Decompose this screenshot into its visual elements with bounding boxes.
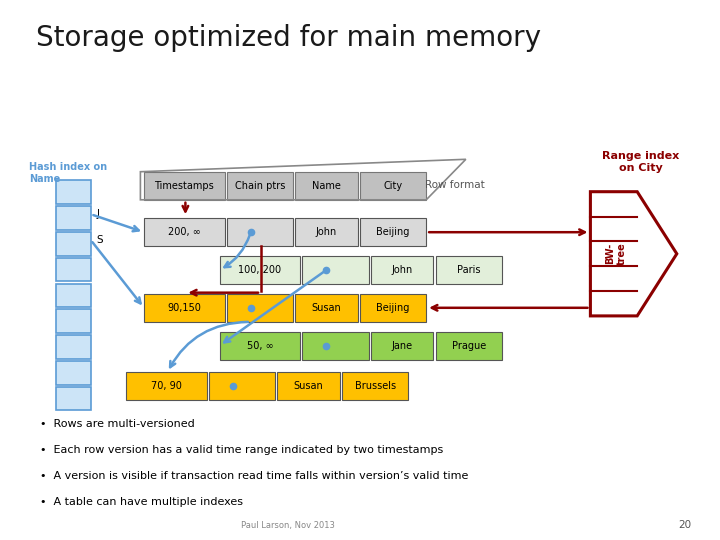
Text: City: City	[384, 181, 402, 191]
FancyBboxPatch shape	[227, 218, 293, 246]
FancyBboxPatch shape	[220, 256, 300, 284]
Text: S: S	[96, 235, 103, 245]
Text: 50, ∞: 50, ∞	[246, 341, 274, 350]
Text: Range index
on City: Range index on City	[602, 151, 680, 173]
FancyBboxPatch shape	[144, 218, 225, 246]
Text: Paris: Paris	[457, 265, 480, 275]
FancyBboxPatch shape	[302, 256, 369, 284]
FancyBboxPatch shape	[342, 372, 408, 400]
Polygon shape	[590, 192, 677, 316]
FancyBboxPatch shape	[56, 387, 91, 410]
Text: Beijing: Beijing	[377, 227, 410, 237]
FancyBboxPatch shape	[56, 206, 91, 230]
FancyBboxPatch shape	[371, 332, 433, 360]
Text: 200, ∞: 200, ∞	[168, 227, 201, 237]
Text: Beijing: Beijing	[377, 303, 410, 313]
FancyBboxPatch shape	[56, 232, 91, 255]
FancyBboxPatch shape	[56, 361, 91, 384]
Text: Chain ptrs: Chain ptrs	[235, 181, 285, 191]
FancyBboxPatch shape	[56, 309, 91, 333]
FancyBboxPatch shape	[436, 332, 502, 360]
FancyBboxPatch shape	[56, 284, 91, 307]
FancyBboxPatch shape	[144, 172, 225, 200]
FancyBboxPatch shape	[56, 258, 91, 281]
FancyBboxPatch shape	[295, 218, 358, 246]
Text: •  Each row version has a valid time range indicated by two timestamps: • Each row version has a valid time rang…	[40, 445, 443, 455]
Text: John: John	[316, 227, 337, 237]
Text: Jane: Jane	[392, 341, 413, 350]
FancyBboxPatch shape	[227, 294, 293, 322]
FancyBboxPatch shape	[56, 180, 91, 204]
FancyBboxPatch shape	[371, 256, 433, 284]
Text: Susan: Susan	[312, 303, 341, 313]
Text: Storage optimized for main memory: Storage optimized for main memory	[36, 24, 541, 52]
Text: Hash index on
Name: Hash index on Name	[29, 162, 107, 184]
Text: Row format: Row format	[425, 180, 485, 190]
Text: •  Rows are multi-versioned: • Rows are multi-versioned	[40, 419, 194, 429]
Text: 90,150: 90,150	[167, 303, 202, 313]
Text: BW-
tree: BW- tree	[606, 242, 627, 265]
FancyBboxPatch shape	[227, 172, 293, 200]
Text: 100, 200: 100, 200	[238, 265, 282, 275]
Text: 70, 90: 70, 90	[151, 381, 181, 391]
FancyBboxPatch shape	[295, 294, 358, 322]
FancyBboxPatch shape	[220, 332, 300, 360]
FancyBboxPatch shape	[360, 172, 426, 200]
Text: Paul Larson, Nov 2013: Paul Larson, Nov 2013	[241, 521, 335, 530]
FancyBboxPatch shape	[360, 294, 426, 322]
Text: 20: 20	[678, 520, 691, 530]
Text: •  A version is visible if transaction read time falls within version’s valid ti: • A version is visible if transaction re…	[40, 471, 468, 481]
FancyBboxPatch shape	[360, 218, 426, 246]
FancyBboxPatch shape	[277, 372, 340, 400]
Text: Susan: Susan	[294, 381, 323, 391]
Text: Brussels: Brussels	[354, 381, 396, 391]
Text: J: J	[96, 209, 99, 219]
FancyBboxPatch shape	[56, 335, 91, 359]
FancyBboxPatch shape	[302, 332, 369, 360]
Text: Prague: Prague	[451, 341, 486, 350]
FancyBboxPatch shape	[295, 172, 358, 200]
Text: Timestamps: Timestamps	[155, 181, 214, 191]
FancyBboxPatch shape	[144, 294, 225, 322]
FancyBboxPatch shape	[209, 372, 275, 400]
FancyBboxPatch shape	[436, 256, 502, 284]
FancyBboxPatch shape	[126, 372, 207, 400]
Text: John: John	[392, 265, 413, 275]
Text: Name: Name	[312, 181, 341, 191]
Text: •  A table can have multiple indexes: • A table can have multiple indexes	[40, 497, 243, 507]
